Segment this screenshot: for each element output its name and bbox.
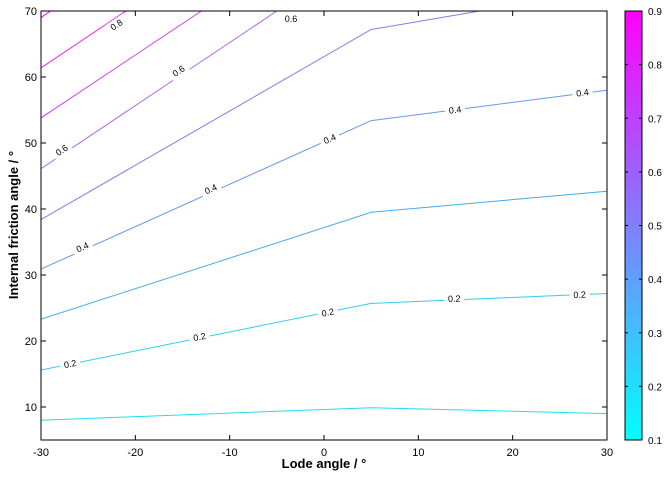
contour-label: 0.4 xyxy=(199,179,223,199)
colorbar-tick-label: 0.4 xyxy=(648,275,662,286)
colorbar-tick-label: 0.5 xyxy=(648,222,662,233)
x-tick-label: -10 xyxy=(222,447,238,459)
contour-label-bg xyxy=(444,102,466,118)
y-axis-label: Internal friction angle / ° xyxy=(6,151,21,299)
y-tick-label: 50 xyxy=(25,138,37,150)
contour-line-0-6 xyxy=(41,11,278,170)
contour-line-0-1 xyxy=(41,407,607,421)
contour-label: 0.4 xyxy=(318,129,342,149)
colorbar-tick-label: 0.6 xyxy=(648,168,662,179)
contour-label-bg xyxy=(188,329,211,345)
x-tick-label: -20 xyxy=(127,447,143,459)
contour-label: 0.2 xyxy=(569,288,590,302)
contour-label-text: 0.2 xyxy=(448,294,461,305)
x-tick-label: 30 xyxy=(601,447,613,459)
contour-line-0-2 xyxy=(41,293,607,371)
contour-label: 0.4 xyxy=(571,85,594,101)
y-tick-label: 70 xyxy=(25,6,37,18)
colorbar-tick-label: 0.8 xyxy=(648,61,662,72)
x-tick-label: 20 xyxy=(507,447,519,459)
contour-label: 0.2 xyxy=(188,329,211,345)
contour-label-text: 0.4 xyxy=(322,132,338,146)
contour-label-bg xyxy=(316,304,339,321)
y-tick-label: 40 xyxy=(25,204,37,216)
contour-label: 0.2 xyxy=(443,292,465,306)
contour-label-bg xyxy=(569,288,590,302)
contour-label-bg xyxy=(199,179,223,199)
x-tick-label: 0 xyxy=(321,447,327,459)
contour-label-bg xyxy=(281,12,301,25)
contour-label-text: 0.4 xyxy=(576,87,590,99)
contour-label-text: 0.4 xyxy=(448,104,462,116)
y-tick-label: 30 xyxy=(25,270,37,282)
x-axis-label: Lode angle / ° xyxy=(282,456,367,471)
contour-label-text: 0.4 xyxy=(75,240,91,254)
contour-label: 0.6 xyxy=(167,60,191,82)
contour-line-0-4 xyxy=(41,89,607,270)
contour-label-bg xyxy=(318,129,342,149)
y-tick-label: 20 xyxy=(25,336,37,348)
contour-label-text: 0.2 xyxy=(321,306,335,318)
plot-background xyxy=(41,11,607,440)
contour-label: 0.8 xyxy=(104,14,129,36)
contour-lines xyxy=(41,11,607,421)
contour-label: 0.2 xyxy=(59,356,82,372)
contour-label-bg xyxy=(104,14,129,36)
contour-label-text: 0.6 xyxy=(285,14,298,24)
contour-label-bg xyxy=(443,292,465,306)
contour-labels: 0.2 0.2 0.2 0.2 0.2 0.4 0.4 0.4 0.4 0.4 0.6 0.6 0.6 0… xyxy=(50,12,594,372)
x-tick-label: -30 xyxy=(33,447,49,459)
contour-label: 0.4 xyxy=(444,102,466,118)
contour-label-bg xyxy=(571,85,594,101)
contour-line-0-9 xyxy=(41,11,51,19)
y-tick-label: 10 xyxy=(25,402,37,414)
contour-label-text: 0.2 xyxy=(63,358,77,370)
y-axis: 10 20 30 40 50 60 70 xyxy=(25,6,607,414)
colorbar-tick-label: 0.2 xyxy=(648,382,662,393)
contour-label-text: 0.4 xyxy=(203,182,219,196)
contour-line-0-8 xyxy=(41,11,127,69)
contour-label-bg xyxy=(167,60,191,82)
contour-label: 0.6 xyxy=(50,139,74,161)
y-tick-label: 60 xyxy=(25,72,37,84)
contour-label: 0.4 xyxy=(70,237,95,257)
contour-label-bg xyxy=(50,139,74,161)
contour-line-0-7 xyxy=(41,11,202,119)
x-axis: -30 -20 -10 0 10 20 30 xyxy=(33,11,613,459)
colorbar-tick-label: 0.7 xyxy=(648,114,662,125)
contour-label: 0.6 xyxy=(281,12,301,25)
colorbar-tick-label: 0.9 xyxy=(648,7,662,18)
contour-line-0-3 xyxy=(41,190,607,320)
contour-label-bg xyxy=(59,356,82,372)
colorbar-tick-label: 0.1 xyxy=(648,436,662,447)
contour-label-bg xyxy=(70,237,95,257)
colorbar-axis: 0.1 0.2 0.3 0.4 0.5 0.6 0.7 0.8 0.9 xyxy=(625,7,662,447)
contour-label-text: 0.2 xyxy=(573,290,586,301)
colorbar-tick-label: 0.3 xyxy=(648,329,662,340)
x-tick-label: 10 xyxy=(412,447,424,459)
contour-line-0-5 xyxy=(41,11,480,221)
contour-label: 0.2 xyxy=(316,304,339,321)
contour-label-text: 0.2 xyxy=(192,331,206,343)
